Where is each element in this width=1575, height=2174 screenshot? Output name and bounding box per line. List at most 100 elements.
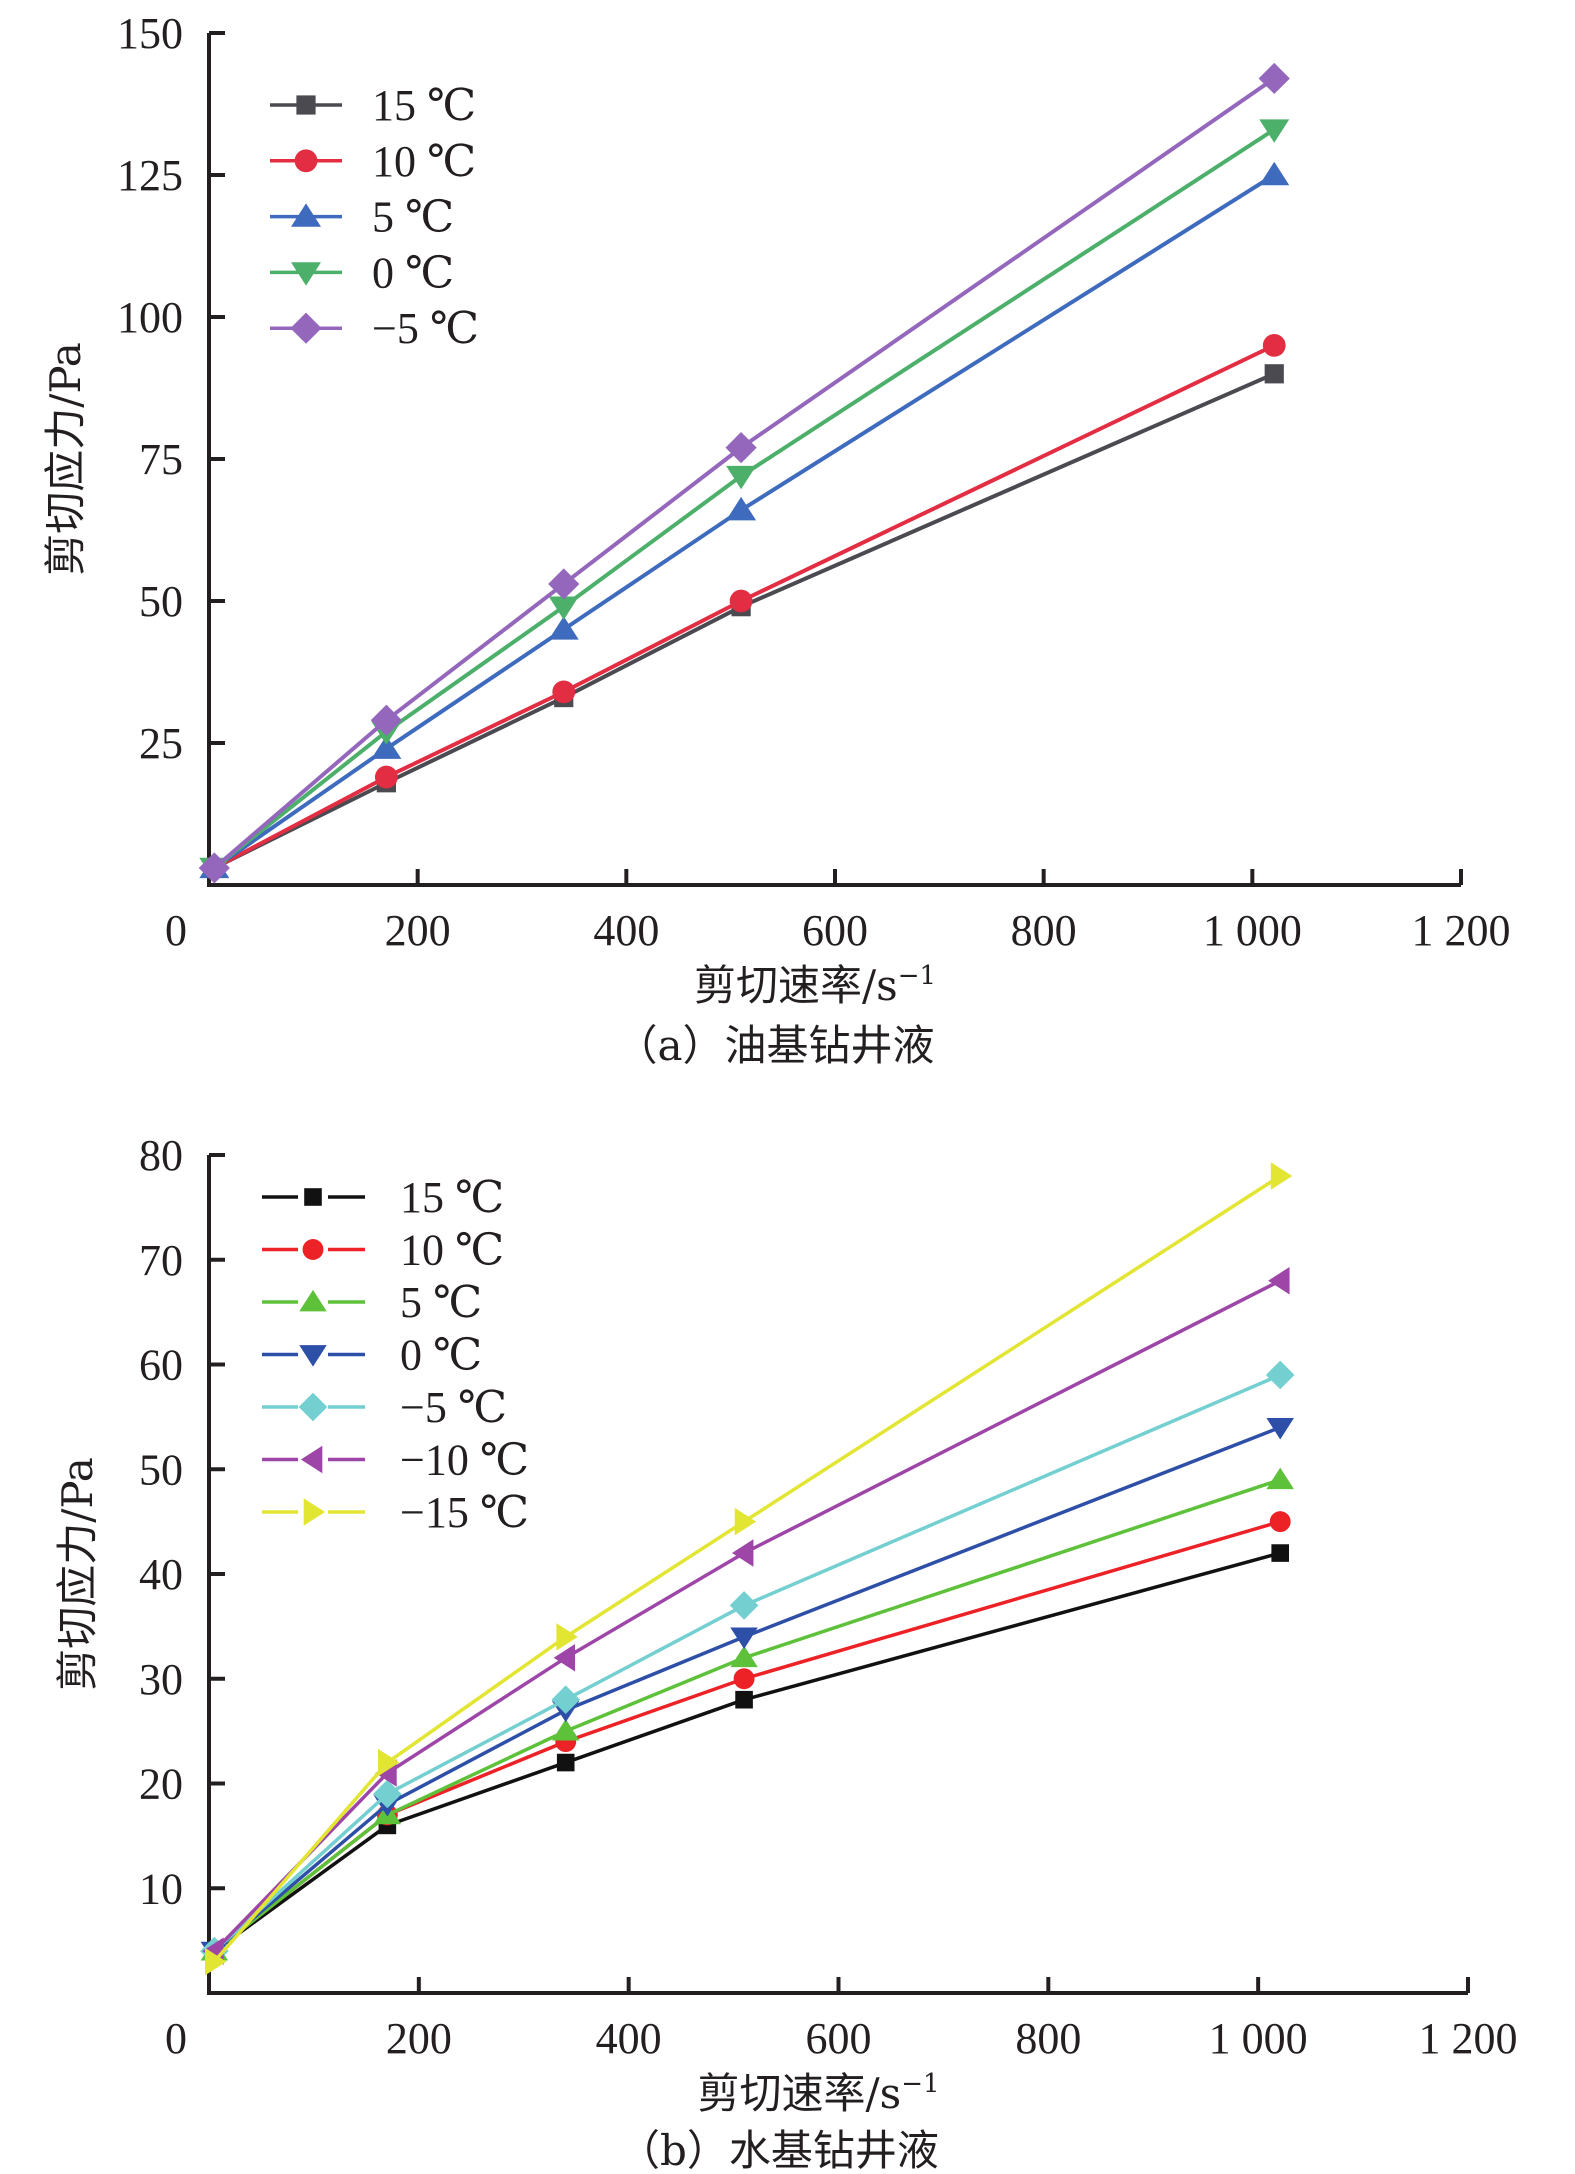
y-tick-label: 20 <box>139 1760 183 1809</box>
legend-item: −15 ℃ <box>262 1488 529 1537</box>
data-point <box>552 680 576 704</box>
data-point <box>1259 161 1290 186</box>
chart-caption: （b）水基钻井液 <box>618 2126 939 2174</box>
y-tick-label: 100 <box>117 293 183 342</box>
legend-label: 15 ℃ <box>372 81 476 130</box>
series-2 <box>199 161 1290 879</box>
y-tick-label: 125 <box>117 151 183 200</box>
y-tick-label: 40 <box>139 1550 183 1599</box>
legend-marker <box>303 1498 326 1526</box>
data-point <box>556 1623 578 1651</box>
legend-label: 15 ℃ <box>400 1173 504 1222</box>
legend-item: −10 ℃ <box>262 1436 529 1485</box>
y-tick-label: 30 <box>139 1655 183 1704</box>
legend-marker <box>291 262 321 286</box>
data-point <box>1264 364 1284 384</box>
data-point <box>1268 1266 1290 1295</box>
legend-label: 0 ℃ <box>372 248 454 297</box>
legend-marker <box>300 1445 323 1474</box>
x-tick-label: 400 <box>596 2014 662 2063</box>
legend-item: 0 ℃ <box>262 1331 482 1380</box>
data-point <box>205 1947 227 1976</box>
series-1 <box>202 334 1286 880</box>
legend-marker <box>298 1392 328 1422</box>
legend-label: 5 ℃ <box>400 1278 482 1327</box>
x-tick-label: 1 000 <box>1209 2014 1308 2063</box>
legend-label: −15 ℃ <box>400 1488 529 1537</box>
legend-item: 5 ℃ <box>270 193 454 242</box>
y-tick-label: 75 <box>139 435 183 484</box>
data-point <box>556 1753 575 1772</box>
legend-item: 15 ℃ <box>270 81 476 130</box>
data-point <box>1262 334 1286 357</box>
y-axis-title: 剪切应力/Pa <box>53 1457 102 1691</box>
data-point <box>551 1719 580 1741</box>
y-tick-label: 50 <box>139 577 183 626</box>
data-point <box>548 568 580 600</box>
data-point <box>198 852 230 884</box>
data-point <box>1271 1544 1289 1562</box>
data-point <box>730 1627 758 1649</box>
series-3 <box>200 1418 1294 1964</box>
x-axis-title-text: 剪切速率/s <box>694 961 898 1010</box>
data-point <box>726 496 757 521</box>
data-point <box>1259 119 1290 143</box>
legend-marker <box>304 1188 322 1206</box>
series-2 <box>200 1467 1294 1961</box>
legend-label: −5 ℃ <box>372 304 479 353</box>
data-point <box>734 1507 757 1536</box>
data-point <box>374 765 398 789</box>
x-tick-label: 200 <box>385 906 451 955</box>
series-4 <box>200 1360 1295 1966</box>
series-4 <box>198 62 1290 884</box>
data-point <box>731 1539 754 1567</box>
legend-label: 0 ℃ <box>400 1331 482 1380</box>
legend-label: 10 ℃ <box>400 1226 504 1275</box>
x-tick-label: 1 200 <box>1419 2014 1518 2063</box>
x-tick-label: 400 <box>593 906 659 955</box>
y-tick-label: 10 <box>139 1864 183 1913</box>
legend: 15 ℃ 10 ℃ 5 ℃ 0 ℃ −5 ℃ <box>270 81 479 353</box>
x-axis-title-superscript: −1 <box>901 2069 939 2099</box>
x-axis-title: 剪切速率/s−1 <box>697 2069 939 2118</box>
legend-marker <box>299 1289 327 1312</box>
x-tick-label: 800 <box>1011 906 1077 955</box>
legend-item: 0 ℃ <box>270 248 454 297</box>
series-1 <box>203 1511 1291 1962</box>
x-tick-label: 600 <box>802 906 868 955</box>
data-point <box>371 735 402 759</box>
data-point <box>1258 62 1290 95</box>
legend-label: −10 ℃ <box>400 1436 529 1485</box>
data-point <box>729 589 753 613</box>
x-tick-label: 0 <box>165 906 187 955</box>
x-axis-title: 剪切速率/s−1 <box>694 961 936 1010</box>
chart-caption: （a）油基钻井液 <box>615 1021 934 1070</box>
y-tick-label: 60 <box>139 1341 183 1390</box>
legend-marker <box>290 312 322 344</box>
legend-item: 5 ℃ <box>262 1278 482 1327</box>
data-point <box>726 465 757 490</box>
legend-item: −5 ℃ <box>270 304 479 353</box>
y-tick-label: 25 <box>139 719 183 768</box>
x-tick-label: 800 <box>1015 2014 1081 2063</box>
data-point <box>553 1644 576 1672</box>
y-axis-title: 剪切应力/Pa <box>41 342 90 576</box>
y-tick-label: 80 <box>139 1131 183 1180</box>
data-point <box>730 1645 758 1668</box>
series-line <box>213 1519 1281 1953</box>
legend-item: 10 ℃ <box>270 137 476 186</box>
series-line <box>213 1425 1281 1953</box>
legend-marker <box>302 1239 324 1260</box>
data-point <box>1269 1511 1291 1533</box>
x-tick-label: 200 <box>386 2014 452 2063</box>
y-tick-label: 70 <box>139 1236 183 1285</box>
series-6 <box>205 1162 1293 1976</box>
legend-item: 10 ℃ <box>262 1226 504 1275</box>
legend-label: −5 ℃ <box>400 1383 507 1432</box>
data-point <box>1266 1418 1294 1440</box>
legend-marker <box>291 203 321 227</box>
data-point <box>725 432 757 464</box>
data-point <box>548 596 579 620</box>
x-axis-title-superscript: −1 <box>898 961 936 991</box>
